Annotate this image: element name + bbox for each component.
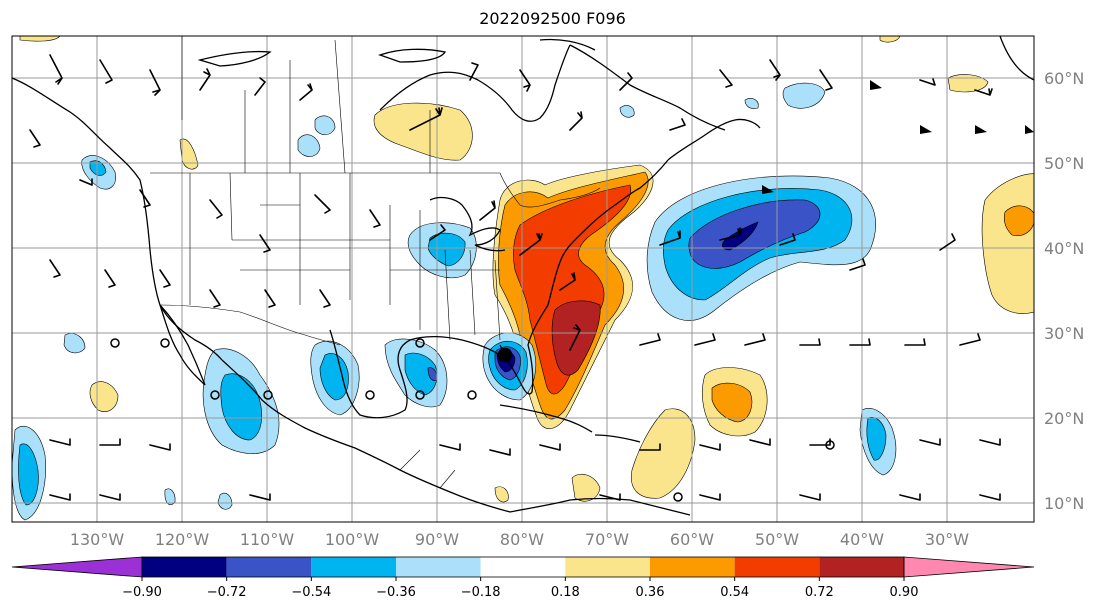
colorbar-segment [650,557,735,577]
colorbar-segment [311,557,396,577]
colorbar-label: 0.36 [636,585,665,600]
longitude-labels: 130°W 120°W 110°W 100°W 90°W 80°W 70°W 6… [70,530,969,549]
latitude-labels: 60°N 50°N 40°N 30°N 20°N 10°N [1044,69,1084,513]
coast-labrador [569,44,726,131]
coast-hispaniola [594,434,641,443]
anomaly-canada-e-light [619,105,635,118]
colorbar-label: 0.90 [890,585,919,600]
lon-label: 100°W [325,530,380,549]
lon-label: 60°W [670,530,714,549]
colorbar-label: 0.54 [720,585,749,600]
colorbar-label: −0.72 [207,585,247,600]
coastlines [12,36,1034,516]
lon-label: 30°W [925,530,969,549]
coast-baja [159,304,206,386]
map-frame [11,35,1035,523]
lat-label: 60°N [1044,69,1084,88]
colorbar-label: −0.18 [461,585,501,600]
anomaly-rockies-yellow [179,138,199,170]
coast-gulf [329,329,501,419]
colorbar-extend-high [903,556,1035,578]
colorbar-label: −0.54 [291,585,331,600]
coast-cuba [499,404,593,433]
anomaly-canada-e2-light [744,98,759,109]
border-canada-provinces [244,39,431,174]
lat-label: 20°N [1044,409,1084,428]
coast-east-us [547,159,669,306]
anomaly-pacific-w-blue [18,443,39,506]
coast-arctic-islands [197,38,596,67]
colorbar-segment [142,557,227,577]
anomaly-fields [12,36,1034,521]
lat-label: 10°N [1044,494,1084,513]
anomaly-hudson-yellow [373,102,473,161]
lon-label: 90°W [415,530,459,549]
colorbar: −0.90 −0.72 −0.54 −0.36 −0.18 0.18 0.36 0.54 0.7… [11,556,1035,600]
anomaly-ne-corner-yellow [19,36,61,42]
anomaly-gulf-blue [404,352,438,396]
anomaly-panama-yellow [494,486,509,503]
anomaly-labrador-light [782,82,826,109]
anomaly-canada-n-light [314,115,336,136]
lat-label: 30°N [1044,324,1084,343]
anomaly-sa-yellow [571,473,601,502]
graticule [12,36,1034,522]
border-us-states [189,172,501,341]
lon-label: 120°W [155,530,210,549]
anomaly-pacific-mex-blue [220,373,263,441]
coast-florida [499,304,549,395]
anomaly-canada-top-yellow [879,36,901,43]
anomaly-alberta-light [297,134,321,157]
map-title: 2022092500 F096 [479,9,626,28]
anomaly-pac-s2-light [164,488,176,505]
anomaly-e-atl-low-blue [866,417,887,461]
lon-label: 40°W [840,530,884,549]
lon-label: 80°W [500,530,544,549]
lon-label: 70°W [585,530,629,549]
anomaly-pac-s-light [217,492,233,510]
colorbar-segment [396,557,481,577]
border-us-mexico [159,304,341,346]
colorbar-label: −0.90 [122,585,162,600]
lon-label: 50°W [755,530,799,549]
colorbar-extend-low [11,556,143,578]
lon-label: 130°W [70,530,125,549]
anomaly-atl-central-orange [711,382,753,423]
anomaly-pacific-yellow [89,381,119,412]
colorbar-segment [734,557,820,577]
colorbar-segment [226,557,312,577]
coast-maritimes [667,118,761,161]
coast-hudson-bay [379,44,571,122]
lat-label: 50°N [1044,154,1084,173]
anomaly-greenland-yellow [947,74,989,93]
coast-sa [509,497,691,516]
coast-alaska-bc [12,77,223,361]
calm-markers [110,338,835,502]
pennant-flags [762,80,1034,194]
coast-greenland-tip [999,36,1034,81]
coast-mexico-pacific [221,359,511,513]
colorbar-segment [480,557,566,577]
anomaly-baja-light [63,333,86,354]
anomaly-caribbean-yellow [630,408,696,499]
anomaly-mexico-blue [319,353,349,401]
political-borders [150,36,601,489]
anomaly-east-atl-orange [1003,205,1034,236]
map-area [12,36,1034,522]
lon-label: 110°W [240,530,295,549]
border-us-canada [150,172,601,208]
colorbar-segment [565,557,650,577]
colorbar-label: 0.72 [805,585,834,600]
colorbar-frame [141,556,905,578]
coast-great-lakes [429,196,506,252]
anomaly-east-atl-yellow [981,173,1034,314]
lat-label: 40°N [1044,239,1084,258]
colorbar-label: −0.36 [376,585,416,600]
border-central-america [399,449,456,489]
wind-barbs [29,54,1001,501]
colorbar-segment [819,557,904,577]
colorbar-label: 0.18 [551,585,580,600]
